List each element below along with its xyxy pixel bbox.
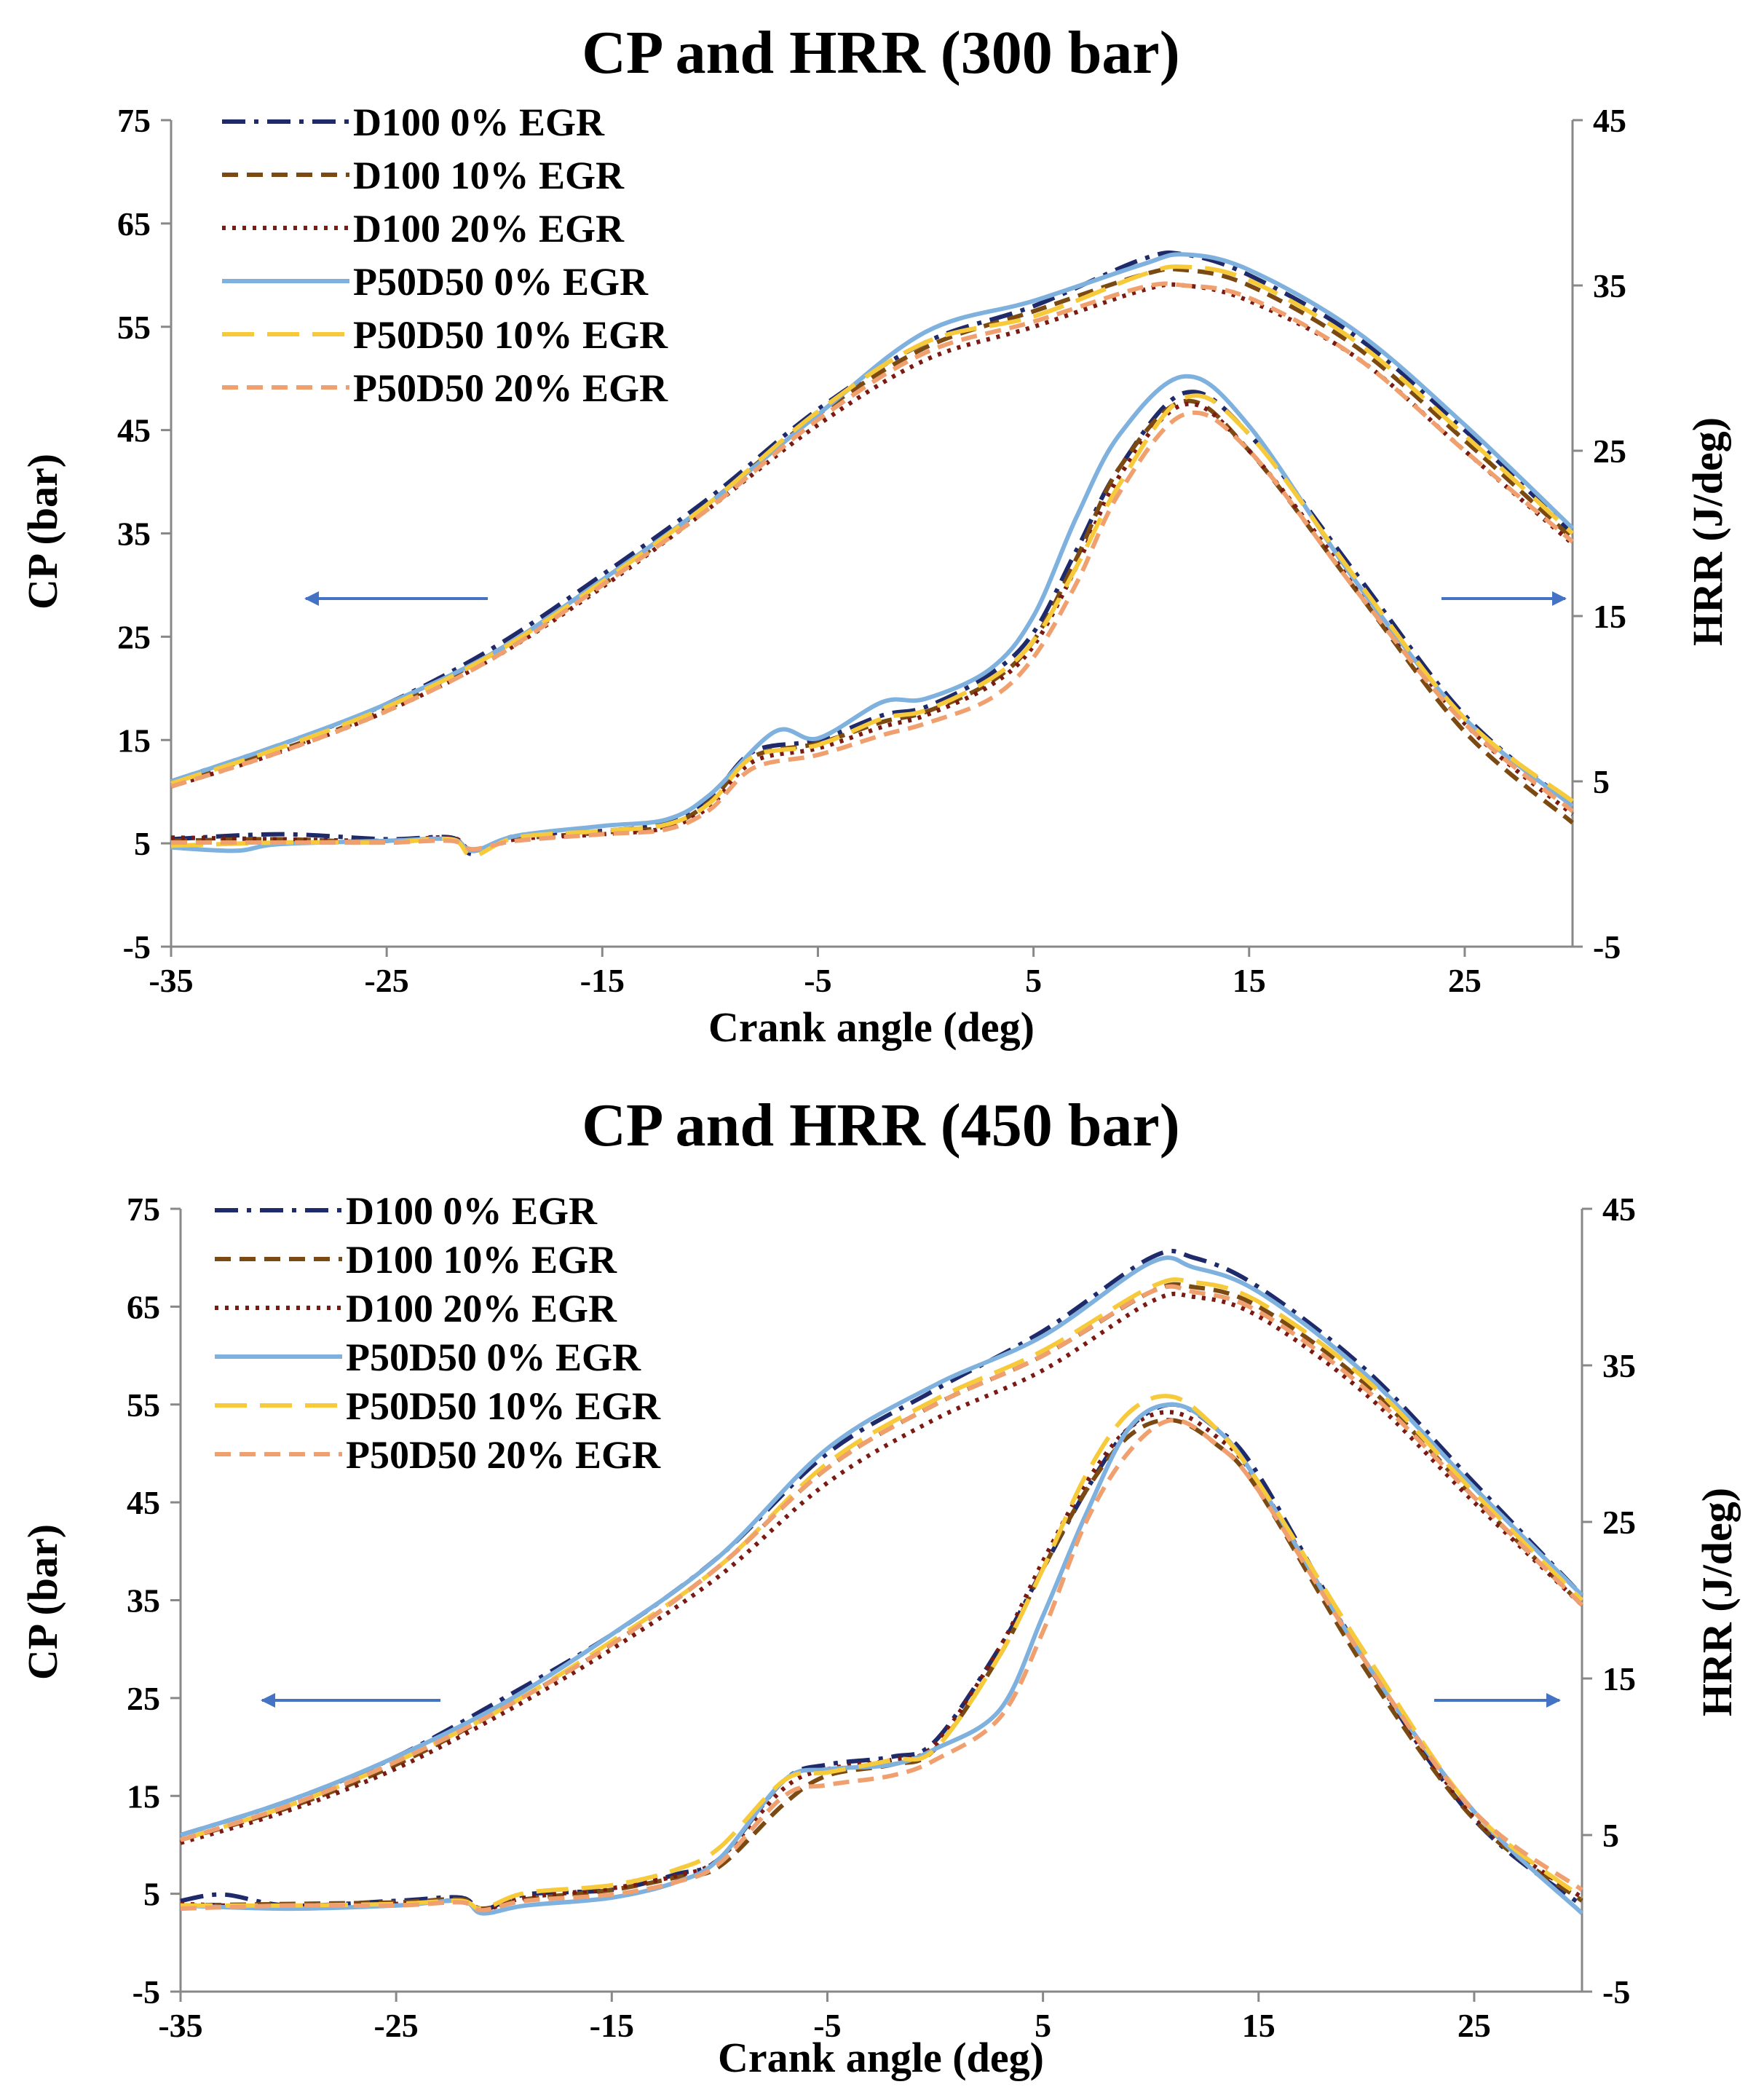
y-tick-label: 25 bbox=[117, 618, 151, 655]
series-lines bbox=[180, 1249, 1584, 1916]
legend-label: P50D50 0% EGR bbox=[353, 260, 649, 304]
y-tick-label: 15 bbox=[117, 722, 151, 759]
legend-label: D100 0% EGR bbox=[353, 100, 605, 144]
y-tick-label: 45 bbox=[127, 1484, 160, 1521]
cp-line-d100-20pct-egr bbox=[180, 1291, 1584, 1845]
y-tick-label: 65 bbox=[127, 1288, 160, 1325]
legend-label: P50D50 10% EGR bbox=[346, 1384, 661, 1428]
hrr-line-p50d50-20pct-egr bbox=[180, 1418, 1583, 1913]
cp-line-p50d50-0pct-egr bbox=[180, 1255, 1584, 1837]
legend-label: D100 0% EGR bbox=[346, 1189, 598, 1233]
x-tick-label: 5 bbox=[1025, 962, 1042, 999]
hrr-line-d100-0pct-egr bbox=[170, 390, 1574, 856]
x-tick-label: 25 bbox=[1458, 2007, 1491, 2044]
y2-tick-label: 25 bbox=[1602, 1504, 1636, 1541]
y2-tick-label: 5 bbox=[1602, 1817, 1619, 1854]
hrr-line-p50d50-0pct-egr bbox=[180, 1402, 1584, 1916]
hrr-line-p50d50-20pct-egr bbox=[171, 410, 1574, 852]
y-tick-label: 75 bbox=[117, 102, 151, 139]
x-tick-label: 5 bbox=[1035, 2007, 1051, 2044]
y2-tick-label: 45 bbox=[1602, 1191, 1636, 1228]
x-tick-label: -15 bbox=[590, 2007, 634, 2044]
y2-tick-label: 25 bbox=[1593, 433, 1626, 470]
y2-tick-label: 45 bbox=[1593, 102, 1626, 139]
hrr-line-d100-10pct-egr bbox=[170, 398, 1574, 853]
cp-line-d100-10pct-egr bbox=[170, 267, 1575, 784]
x-tick-label: -25 bbox=[364, 962, 408, 999]
y-axis-label: CP (bar) bbox=[19, 1524, 66, 1680]
hrr-line-p50d50-10pct-egr bbox=[180, 1394, 1583, 1912]
y-axis-label: CP (bar) bbox=[19, 454, 66, 609]
x-tick-label: -5 bbox=[804, 962, 831, 999]
y-tick-label: 35 bbox=[127, 1582, 160, 1620]
x-tick-label: -25 bbox=[373, 2007, 418, 2044]
y-tick-label: -5 bbox=[133, 1973, 160, 2011]
y-tick-label: 45 bbox=[117, 412, 151, 449]
hrr-line-d100-20pct-egr bbox=[180, 1410, 1583, 1913]
legend-label: P50D50 10% EGR bbox=[353, 313, 668, 357]
x-tick-label: 15 bbox=[1242, 2007, 1275, 2044]
legend-label: D100 10% EGR bbox=[353, 154, 625, 197]
x-tick-label: 25 bbox=[1448, 962, 1482, 999]
x-axis-label: Crank angle (deg) bbox=[708, 1003, 1035, 1051]
y-tick-labels: -5 5 15 25 35 45 55 65 75 bbox=[117, 102, 171, 966]
cp-line-p50d50-20pct-egr bbox=[180, 1284, 1584, 1842]
legend-label: P50D50 0% EGR bbox=[346, 1336, 641, 1379]
hrr-line-p50d50-10pct-egr bbox=[170, 393, 1574, 859]
y2-tick-labels: -5 5 15 25 35 45 bbox=[1573, 102, 1626, 966]
x-tick-label: -35 bbox=[158, 2007, 202, 2044]
x-tick-label: -35 bbox=[149, 962, 193, 999]
cp-line-d100-10pct-egr bbox=[180, 1282, 1584, 1842]
x-tick-labels: -35 -25 -15 -5 5 15 25 bbox=[158, 1992, 1491, 2044]
y2-axis-label: HRR (J/deg) bbox=[1684, 417, 1731, 646]
y2-tick-label: 15 bbox=[1602, 1660, 1636, 1697]
y2-tick-label: 5 bbox=[1593, 763, 1610, 800]
x-tick-label: -5 bbox=[813, 2007, 841, 2044]
legend-label: P50D50 20% EGR bbox=[346, 1433, 661, 1477]
hrr-line-p50d50-0pct-egr bbox=[170, 374, 1574, 853]
y-tick-label: 15 bbox=[127, 1778, 160, 1815]
legend-label: D100 20% EGR bbox=[353, 207, 625, 250]
cp-line-p50d50-0pct-egr bbox=[170, 252, 1575, 784]
cp-line-p50d50-20pct-egr bbox=[170, 281, 1574, 789]
x-axis-label: Crank angle (deg) bbox=[718, 2034, 1044, 2081]
y2-tick-label: 35 bbox=[1593, 267, 1626, 304]
y-tick-label: 5 bbox=[143, 1876, 160, 1913]
y-tick-labels: -5 5 15 25 35 45 55 65 75 bbox=[127, 1191, 181, 2011]
y2-tick-label: 35 bbox=[1602, 1347, 1636, 1384]
hrr-line-d100-0pct-egr bbox=[180, 1402, 1583, 1913]
y2-tick-labels: -5 5 15 25 35 45 bbox=[1582, 1191, 1636, 2011]
legend-label: P50D50 20% EGR bbox=[353, 366, 668, 410]
chart-title: CP and HRR (300 bar) bbox=[582, 19, 1179, 87]
hrr-line-d100-20pct-egr bbox=[170, 401, 1574, 853]
y2-tick-label: -5 bbox=[1602, 1973, 1630, 2011]
y2-axis-label: HRR (J/deg) bbox=[1693, 1488, 1741, 1716]
hrr-line-d100-10pct-egr bbox=[180, 1418, 1583, 1912]
y-tick-label: 65 bbox=[117, 205, 151, 242]
y-tick-label: 5 bbox=[134, 825, 151, 862]
legend-label: D100 10% EGR bbox=[346, 1238, 617, 1282]
y-tick-label: 25 bbox=[127, 1680, 160, 1717]
y-tick-label: 35 bbox=[117, 516, 151, 553]
x-tick-label: 15 bbox=[1233, 962, 1266, 999]
y-tick-label: 75 bbox=[127, 1191, 160, 1228]
y-tick-label: 55 bbox=[127, 1386, 160, 1424]
x-tick-label: -15 bbox=[580, 962, 625, 999]
legend: D100 0% EGR D100 10% EGR D100 20% EGR P50D5… bbox=[215, 1189, 661, 1477]
y-tick-label: 55 bbox=[117, 309, 151, 346]
y-tick-label: -5 bbox=[123, 928, 151, 966]
legend-label: D100 20% EGR bbox=[346, 1287, 617, 1330]
series-lines bbox=[170, 250, 1575, 859]
y2-tick-label: 15 bbox=[1593, 598, 1626, 635]
x-tick-labels: -35 -25 -15 -5 5 15 25 bbox=[149, 947, 1482, 999]
chart-title: CP and HRR (450 bar) bbox=[582, 1092, 1179, 1159]
legend: D100 0% EGR D100 10% EGR D100 20% EGR P50D5… bbox=[222, 100, 668, 410]
y2-tick-label: -5 bbox=[1593, 928, 1621, 966]
cp-line-p50d50-10pct-egr bbox=[170, 264, 1575, 786]
